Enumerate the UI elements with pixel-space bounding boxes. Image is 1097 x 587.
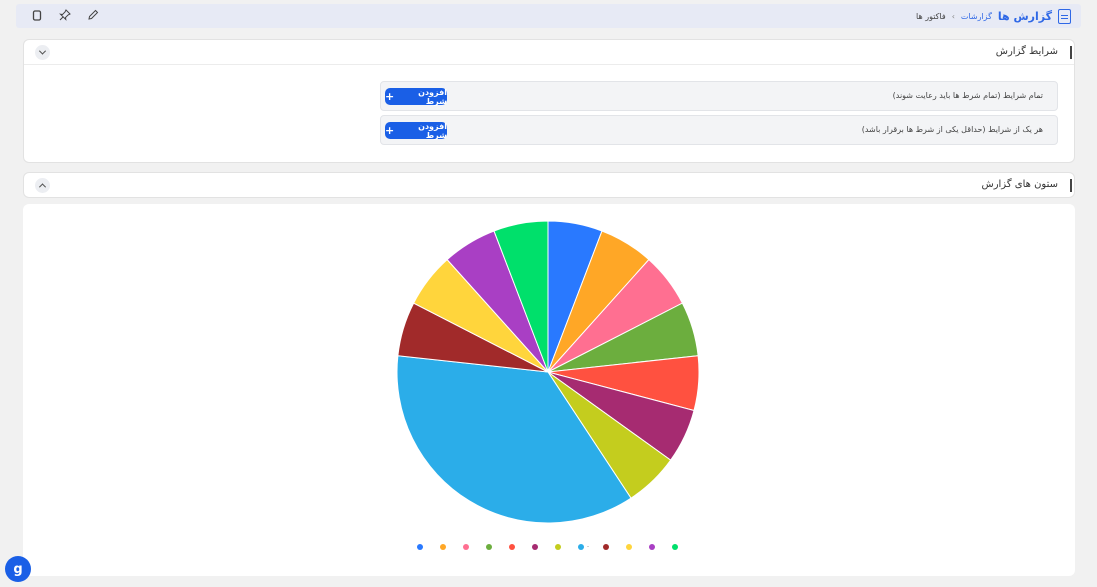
legend-item-7[interactable] [555, 540, 564, 554]
add-condition-label: افزودن شرط [418, 87, 447, 106]
legend-item-9[interactable] [602, 540, 612, 554]
assistant-label: g [13, 561, 23, 577]
legend-item-6[interactable] [532, 540, 541, 554]
legend-item-4[interactable] [486, 540, 495, 554]
legend-swatch [671, 544, 678, 550]
legend-swatch [602, 544, 609, 550]
columns-title: ستون های گزارش [981, 179, 1058, 190]
legend-swatch [486, 544, 493, 550]
breadcrumb-invoices: فاکتور ها [916, 11, 946, 21]
plus-icon: + [385, 124, 395, 137]
pie-chart [396, 220, 700, 524]
collapse-conditions-button[interactable] [35, 45, 50, 60]
legend-swatch [463, 544, 470, 550]
condition-any-row: هر یک از شرایط (حداقل یکی از شرط ها برقر… [380, 115, 1058, 145]
plus-icon: + [385, 90, 395, 103]
breadcrumb-reports[interactable]: گزارشات [960, 11, 992, 21]
legend-swatch [555, 544, 562, 550]
chart-legend: - [23, 540, 1075, 554]
pie-slice-12[interactable] [493, 220, 549, 373]
report-conditions-panel: شرایط گزارش تمام شرایط (تمام شرط ها باید… [23, 39, 1075, 163]
edit-icon[interactable] [86, 8, 100, 22]
top-bar: گزارش ها گزارشات › فاکتور ها [16, 4, 1081, 28]
assistant-button[interactable]: g [5, 556, 31, 582]
legend-item-3[interactable] [463, 540, 472, 554]
legend-item-11[interactable] [648, 540, 658, 554]
condition-all-label: تمام شرایط (تمام شرط ها باید رعایت شوند) [892, 91, 1043, 100]
condition-all-row: تمام شرایط (تمام شرط ها باید رعایت شوند)… [380, 81, 1058, 111]
breadcrumb-separator: › [951, 11, 955, 21]
legend-swatch [532, 544, 539, 550]
collapse-columns-button[interactable] [35, 178, 50, 193]
legend-swatch [509, 544, 516, 550]
columns-panel-header: ستون های گزارش [24, 173, 1074, 198]
chart-panel: - [23, 204, 1075, 576]
chevron-up-icon [38, 183, 47, 191]
legend-item-5[interactable] [509, 540, 518, 554]
legend-item-10[interactable] [625, 540, 635, 554]
legend-swatch [648, 544, 655, 550]
conditions-title: شرایط گزارش [995, 46, 1058, 57]
conditions-panel-header: شرایط گزارش [24, 40, 1074, 65]
condition-any-label: هر یک از شرایط (حداقل یکی از شرط ها برقر… [861, 125, 1043, 134]
legend-item-1[interactable] [417, 540, 426, 554]
legend-label: - [587, 544, 589, 550]
section-marker [1069, 179, 1072, 192]
copy-icon[interactable] [30, 8, 44, 22]
pie-slice-8[interactable] [396, 355, 632, 524]
pin-icon[interactable] [58, 8, 72, 22]
chevron-down-icon [38, 47, 47, 55]
legend-item-12[interactable] [671, 540, 681, 554]
add-condition-all-button[interactable]: افزودن شرط + [385, 87, 447, 106]
legend-item-8[interactable]: - [578, 540, 589, 554]
add-condition-label: افزودن شرط [418, 121, 447, 140]
legend-item-2[interactable] [440, 540, 449, 554]
legend-swatch [440, 544, 447, 550]
page-title: گزارش ها [997, 9, 1052, 23]
report-columns-panel: ستون های گزارش [23, 172, 1075, 198]
report-document-icon [1058, 8, 1071, 24]
legend-swatch [417, 544, 424, 550]
legend-swatch [578, 544, 585, 550]
legend-swatch [625, 544, 632, 550]
page-header: گزارش ها گزارشات › فاکتور ها [916, 4, 1071, 28]
add-condition-any-button[interactable]: افزودن شرط + [385, 121, 447, 140]
section-marker [1069, 46, 1072, 59]
